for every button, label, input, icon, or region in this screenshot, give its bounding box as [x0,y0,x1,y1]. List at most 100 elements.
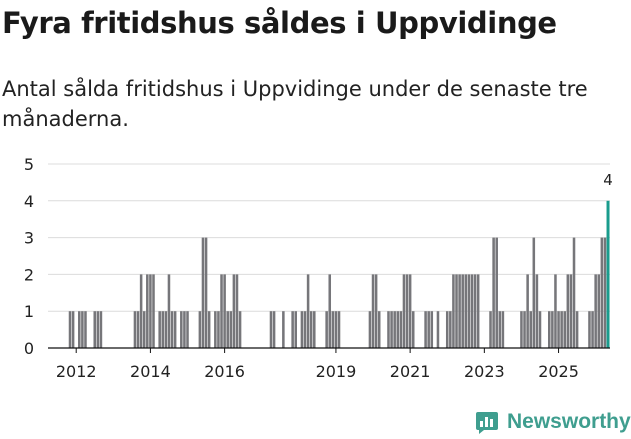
bar [520,311,523,348]
bar [238,311,242,348]
y-tick-label: 2 [24,265,34,284]
y-tick-label: 5 [24,155,34,174]
bar [371,274,375,348]
bar [445,311,449,348]
bar [368,311,372,348]
bar [495,237,498,348]
bar [399,311,403,348]
bar [436,311,440,348]
bar [294,311,297,348]
logo-text: Newsworthy [507,410,631,433]
bar [220,274,223,348]
bar [139,274,143,348]
bar [591,311,594,348]
bar [207,311,211,348]
bar [569,274,573,348]
bar [470,274,474,348]
bar [99,311,103,348]
bar [548,311,551,348]
bar [149,274,152,348]
x-tick-label: 2014 [130,362,171,381]
bar [201,237,205,348]
bar [575,311,579,348]
bar [334,311,338,348]
bar [161,311,165,348]
bar [526,274,529,348]
bar [458,274,461,348]
bar [374,274,378,348]
bar [183,311,186,348]
x-tick-label: 2012 [56,362,97,381]
bar [331,311,335,348]
bar [393,311,396,348]
bar [306,274,310,348]
bar [476,274,480,348]
bar [93,311,97,348]
y-tick-label: 1 [24,302,34,321]
bar [566,274,570,348]
data-label: 4 [603,171,613,189]
bar [455,274,458,348]
bar [560,311,563,348]
bar [473,274,477,348]
bar [405,274,409,348]
bar [489,311,492,348]
bar [81,311,84,348]
bar [68,311,72,348]
bar [449,311,452,348]
bar [272,311,276,348]
bar [452,274,455,348]
bar [597,274,601,348]
bar [300,311,304,348]
bar [84,311,87,348]
bar [600,237,604,348]
bar [186,311,189,348]
bar [594,274,597,348]
bar [235,274,239,348]
bar [377,311,381,348]
bar [180,311,183,348]
bar [408,274,412,348]
bar [198,311,202,348]
bar [313,311,316,348]
bar [164,311,168,348]
bar [464,274,468,348]
bar [78,311,81,348]
bar [309,311,313,348]
bar [170,311,174,348]
bar [96,311,100,348]
bar-highlight [606,200,610,348]
x-tick-label: 2019 [316,362,357,381]
bar [535,274,539,348]
bar [588,311,591,348]
bar [467,274,471,348]
bar [303,311,307,348]
bar [226,311,229,348]
newsworthy-logo[interactable]: Newsworthy [475,407,631,437]
bar [551,311,554,348]
bar [387,311,390,348]
bar [529,311,532,348]
bar [411,311,415,348]
bar [325,311,328,348]
bar [498,311,502,348]
bar [282,311,285,348]
bar [396,311,400,348]
bar [461,274,464,348]
bar [142,311,146,348]
chart-title: Fyra fritidshus såldes i Uppvidinge [2,6,557,40]
x-tick-label: 2021 [390,362,431,381]
bar [557,311,560,348]
bar [501,311,505,348]
bar [572,237,576,348]
bar [402,274,406,348]
bar [427,311,430,348]
bar [136,311,140,348]
bar [603,237,607,348]
bar [173,311,177,348]
bar [554,274,557,348]
bar [532,237,536,348]
bar [538,311,542,348]
bar [563,311,567,348]
